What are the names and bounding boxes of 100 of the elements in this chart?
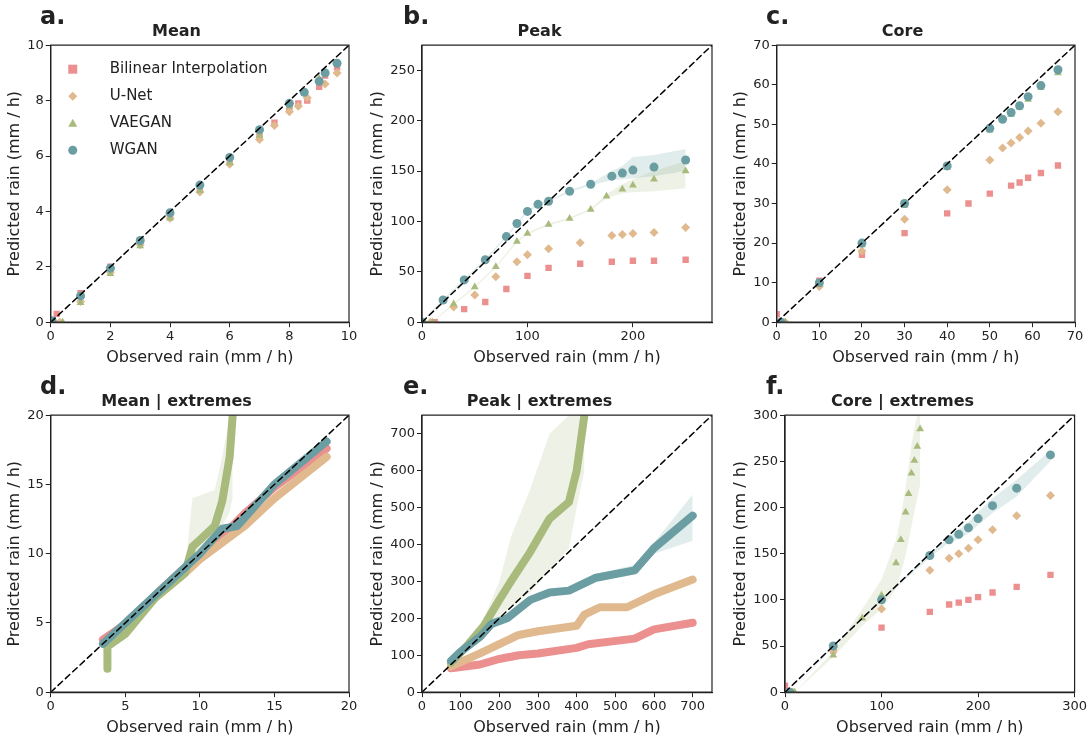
- text: f.: [766, 372, 785, 401]
- x-tick-label: 0: [780, 698, 790, 714]
- x-axis-title: Observed rain (mm / h): [836, 716, 1024, 736]
- y-tick-label: 150: [753, 545, 779, 561]
- y-tick-label: 300: [390, 572, 416, 588]
- x-tick-label: 20: [853, 328, 871, 344]
- x-tick-label: 400: [564, 698, 590, 714]
- legend-label: U-Net: [109, 86, 153, 105]
- x-tick-label: 0: [46, 698, 55, 714]
- y-axis-title: Predicted rain (mm / h): [729, 460, 749, 647]
- y-tick-label: 20: [27, 406, 44, 422]
- x-tick-label: 70: [1066, 328, 1084, 344]
- text: c.: [766, 2, 790, 31]
- y-tick-label: 200: [390, 609, 416, 625]
- y-tick-label: 200: [390, 112, 416, 128]
- text: a.: [40, 2, 66, 31]
- x-tick-label: 300: [1062, 698, 1088, 714]
- x-tick-label: 20: [340, 698, 358, 714]
- x-tick-label: 10: [340, 328, 358, 344]
- x-tick-label: 5: [121, 698, 130, 714]
- x-tick-label: 100: [448, 698, 474, 714]
- y-tick-label: 100: [390, 646, 416, 662]
- y-tick-label: 0: [769, 683, 779, 699]
- y-tick-label: 50: [753, 115, 770, 131]
- y-tick-label: 70: [753, 36, 770, 52]
- x-tick-label: 10: [811, 328, 828, 344]
- x-tick-label: 300: [525, 698, 551, 714]
- y-tick-label: 0: [35, 313, 44, 329]
- x-tick-label: 10: [191, 698, 209, 714]
- y-axis-title: Predicted rain (mm / h): [366, 460, 386, 647]
- legend-label: Bilinear Interpolation: [109, 59, 268, 78]
- y-tick-label: 60: [753, 76, 770, 92]
- x-tick-label: 30: [896, 328, 913, 344]
- x-tick-label: 500: [602, 698, 628, 714]
- y-tick-label: 10: [753, 274, 770, 289]
- chart-title: Core | extremes: [830, 390, 975, 411]
- y-tick-label: 50: [761, 637, 779, 653]
- y-tick-label: 400: [390, 535, 416, 551]
- chart-title: Mean: [152, 20, 201, 40]
- legend-label: WGAN: [109, 140, 158, 159]
- text: d.: [40, 372, 67, 401]
- y-axis-title: Predicted rain (mm / h): [729, 90, 749, 277]
- y-tick-label: 30: [753, 194, 770, 210]
- legend-label: VAEGAN: [109, 113, 172, 132]
- x-axis-title: Observed rain (mm / h): [106, 716, 294, 736]
- y-tick-label: 20: [753, 234, 770, 250]
- x-axis-title: Observed rain (mm / h): [106, 346, 294, 366]
- x-tick-label: 100: [869, 698, 894, 714]
- y-tick-label: 0: [35, 683, 44, 699]
- y-tick-label: 0: [406, 313, 416, 329]
- y-axis-title: Predicted rain (mm / h): [366, 90, 386, 277]
- chart-title: Peak | extremes: [466, 390, 613, 411]
- y-tick-label: 100: [390, 212, 416, 228]
- x-tick-label: 15: [266, 698, 283, 714]
- y-tick-label: 10: [27, 545, 44, 561]
- chart-title: Mean | extremes: [101, 390, 252, 411]
- x-tick-label: 200: [486, 698, 512, 714]
- y-tick-label: 250: [390, 61, 416, 77]
- y-axis-title: Predicted rain (mm / h): [3, 90, 23, 277]
- y-tick-label: 4: [35, 202, 44, 218]
- y-tick-label: 600: [390, 461, 416, 477]
- y-tick-label: 150: [390, 162, 416, 178]
- y-tick-label: 0: [406, 683, 416, 699]
- x-axis-title: Observed rain (mm / h): [473, 716, 661, 736]
- y-tick-label: 2: [35, 258, 44, 274]
- y-tick-label: 6: [35, 147, 44, 163]
- text: e.: [403, 372, 429, 401]
- x-tick-label: 4: [165, 328, 175, 344]
- x-tick-label: 0: [417, 698, 427, 714]
- y-tick-label: 300: [753, 406, 779, 422]
- x-axis-title: Observed rain (mm / h): [473, 346, 661, 366]
- x-tick-label: 6: [225, 328, 234, 344]
- x-tick-label: 40: [938, 328, 956, 344]
- y-tick-label: 500: [390, 498, 416, 514]
- x-tick-label: 2: [106, 328, 115, 344]
- x-tick-label: 600: [641, 698, 667, 714]
- chart-title: Peak: [517, 20, 562, 40]
- y-tick-label: 15: [27, 475, 44, 491]
- x-tick-label: 60: [1024, 328, 1041, 344]
- x-tick-label: 200: [965, 698, 991, 714]
- x-tick-label: 0: [46, 328, 55, 344]
- x-axis-title: Observed rain (mm / h): [832, 346, 1020, 366]
- x-tick-label: 50: [981, 328, 999, 344]
- y-tick-label: 250: [753, 452, 779, 468]
- y-tick-label: 0: [761, 313, 770, 329]
- y-tick-label: 5: [35, 614, 44, 630]
- y-tick-label: 700: [390, 425, 416, 441]
- x-tick-label: 700: [680, 698, 706, 714]
- y-tick-label: 10: [27, 36, 44, 52]
- y-axis-title: Predicted rain (mm / h): [3, 460, 23, 647]
- x-tick-label: 8: [285, 328, 294, 344]
- x-tick-label: 200: [620, 328, 646, 344]
- y-tick-label: 100: [753, 591, 779, 607]
- y-tick-label: 200: [753, 498, 779, 514]
- y-tick-label: 8: [35, 91, 44, 107]
- x-tick-label: 0: [417, 328, 427, 344]
- chart-title: Core: [881, 20, 924, 40]
- text: b.: [403, 2, 430, 31]
- x-tick-label: 100: [515, 328, 540, 344]
- y-tick-label: 40: [753, 155, 770, 171]
